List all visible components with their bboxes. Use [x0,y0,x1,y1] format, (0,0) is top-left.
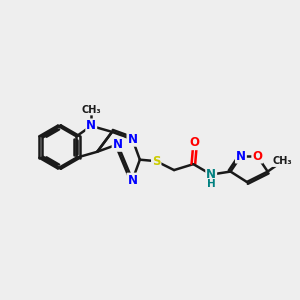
Text: H: H [207,179,216,189]
Text: N: N [128,174,137,187]
Text: N: N [206,168,216,181]
Text: N: N [236,150,246,163]
Text: CH₃: CH₃ [81,105,101,115]
Text: N: N [128,133,137,146]
Text: O: O [252,150,262,163]
Text: S: S [152,155,160,168]
Text: CH₃: CH₃ [273,156,292,166]
Text: O: O [190,136,200,149]
Text: N: N [86,119,96,132]
Text: N: N [112,138,123,151]
